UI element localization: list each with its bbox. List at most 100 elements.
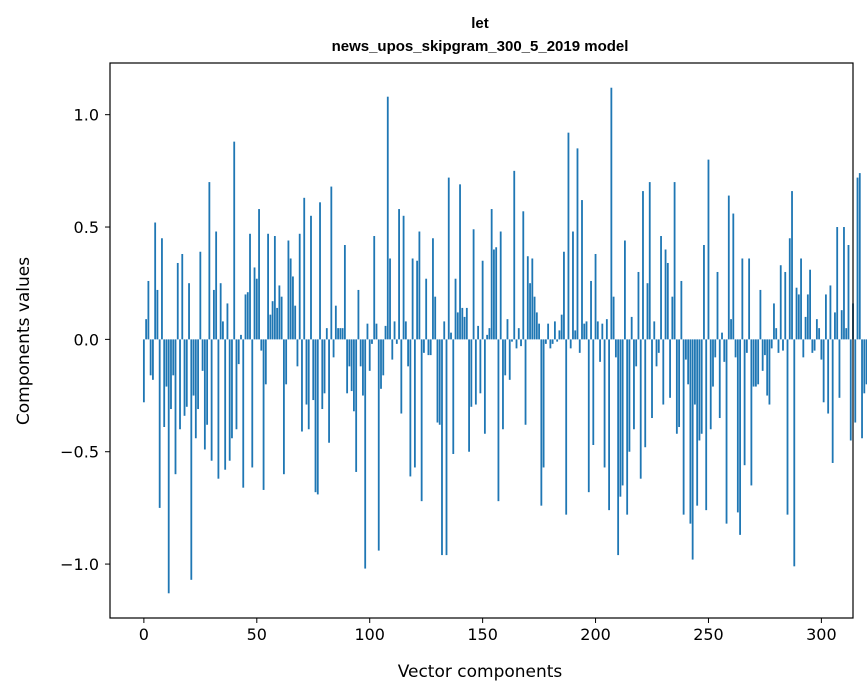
x-axis-label: Vector components <box>398 662 563 682</box>
bar-199 <box>592 339 595 445</box>
bar-52 <box>260 339 263 351</box>
bar-160 <box>504 339 507 376</box>
bar-102 <box>373 236 376 340</box>
bar-163 <box>511 339 513 342</box>
bar-284 <box>784 271 787 340</box>
bar-281 <box>777 339 780 353</box>
bar-237 <box>678 339 681 428</box>
bar-224 <box>648 182 651 340</box>
y-axis: −1.0 −0.5 0.0 0.5 1.0 <box>60 106 110 574</box>
bar-170 <box>526 256 529 340</box>
bar-192 <box>576 148 579 340</box>
bar-56 <box>269 314 272 340</box>
bar-23 <box>194 339 197 439</box>
bar-262 <box>734 339 737 358</box>
bar-303 <box>827 339 830 414</box>
bar-309 <box>840 310 843 340</box>
bar-28 <box>206 339 209 425</box>
bar-214 <box>626 339 629 515</box>
chart-title-line-2: news_upos_skipgram_300_5_2019 model <box>332 38 629 55</box>
bar-81 <box>325 328 328 340</box>
bar-188 <box>567 132 570 340</box>
bar-319 <box>863 339 866 394</box>
bar-105 <box>380 339 382 389</box>
bar-236 <box>675 339 678 434</box>
bar-176 <box>540 339 543 506</box>
bar-280 <box>775 328 778 340</box>
bar-35 <box>222 321 224 340</box>
bar-294 <box>806 294 809 340</box>
bar-248 <box>703 245 705 340</box>
bar-92 <box>350 339 353 392</box>
bar-206 <box>608 339 610 511</box>
bar-264 <box>739 339 741 535</box>
bar-24 <box>197 339 199 410</box>
bar-103 <box>375 323 378 340</box>
bar-289 <box>795 287 798 340</box>
bar-189 <box>569 339 572 349</box>
bar-219 <box>637 271 640 340</box>
bar-245 <box>696 339 699 506</box>
bar-107 <box>384 325 387 340</box>
bar-305 <box>831 339 834 463</box>
x-tick-label: 100 <box>354 625 385 644</box>
bar-175 <box>538 323 540 340</box>
bar-217 <box>633 339 635 430</box>
bar-96 <box>359 339 362 367</box>
bar-302 <box>825 294 827 340</box>
bar-194 <box>581 200 583 340</box>
bar-187 <box>565 339 568 515</box>
bar-2 <box>147 280 150 340</box>
bar-216 <box>630 316 633 340</box>
bar-49 <box>253 267 256 340</box>
bar-91 <box>348 339 351 367</box>
bar-185 <box>560 314 563 340</box>
bar-204 <box>603 339 606 468</box>
bar-112 <box>395 339 398 344</box>
bar-146 <box>472 229 475 340</box>
bar-72 <box>305 339 308 405</box>
bar-109 <box>389 258 391 340</box>
bar-320 <box>865 339 867 385</box>
bar-282 <box>779 265 782 340</box>
bar-152 <box>486 334 489 340</box>
bar-155 <box>493 249 495 340</box>
bar-141 <box>461 307 464 340</box>
bar-240 <box>684 339 687 360</box>
bar-51 <box>258 209 260 340</box>
bar-278 <box>770 339 773 349</box>
bar-147 <box>474 339 477 405</box>
bar-19 <box>185 339 188 407</box>
bar-265 <box>741 258 744 340</box>
bar-16 <box>179 339 181 430</box>
bar-20 <box>188 283 190 340</box>
bar-209 <box>614 339 617 358</box>
bar-43 <box>240 334 242 340</box>
bar-86 <box>337 328 339 340</box>
bar-244 <box>694 339 696 405</box>
bar-203 <box>601 323 604 340</box>
bar-315 <box>854 339 857 423</box>
bar-93 <box>353 339 355 412</box>
bar-40 <box>233 141 236 340</box>
bar-26 <box>201 339 204 371</box>
bar-313 <box>849 339 852 441</box>
bar-238 <box>680 280 683 340</box>
bar-57 <box>271 301 274 340</box>
bar-64 <box>287 240 290 340</box>
bar-1 <box>145 319 148 340</box>
bar-228 <box>657 339 660 353</box>
bar-288 <box>793 339 796 567</box>
bar-266 <box>743 339 746 466</box>
y-axis-label: Components values <box>14 257 34 425</box>
bar-296 <box>811 339 814 353</box>
bar-197 <box>587 339 590 493</box>
bars-group <box>142 87 867 594</box>
bar-196 <box>585 321 588 340</box>
bar-77 <box>316 339 319 495</box>
bar-198 <box>590 280 592 340</box>
x-tick-label: 250 <box>693 625 724 644</box>
bar-298 <box>815 319 818 340</box>
bar-17 <box>181 253 184 340</box>
bar-213 <box>624 240 626 340</box>
